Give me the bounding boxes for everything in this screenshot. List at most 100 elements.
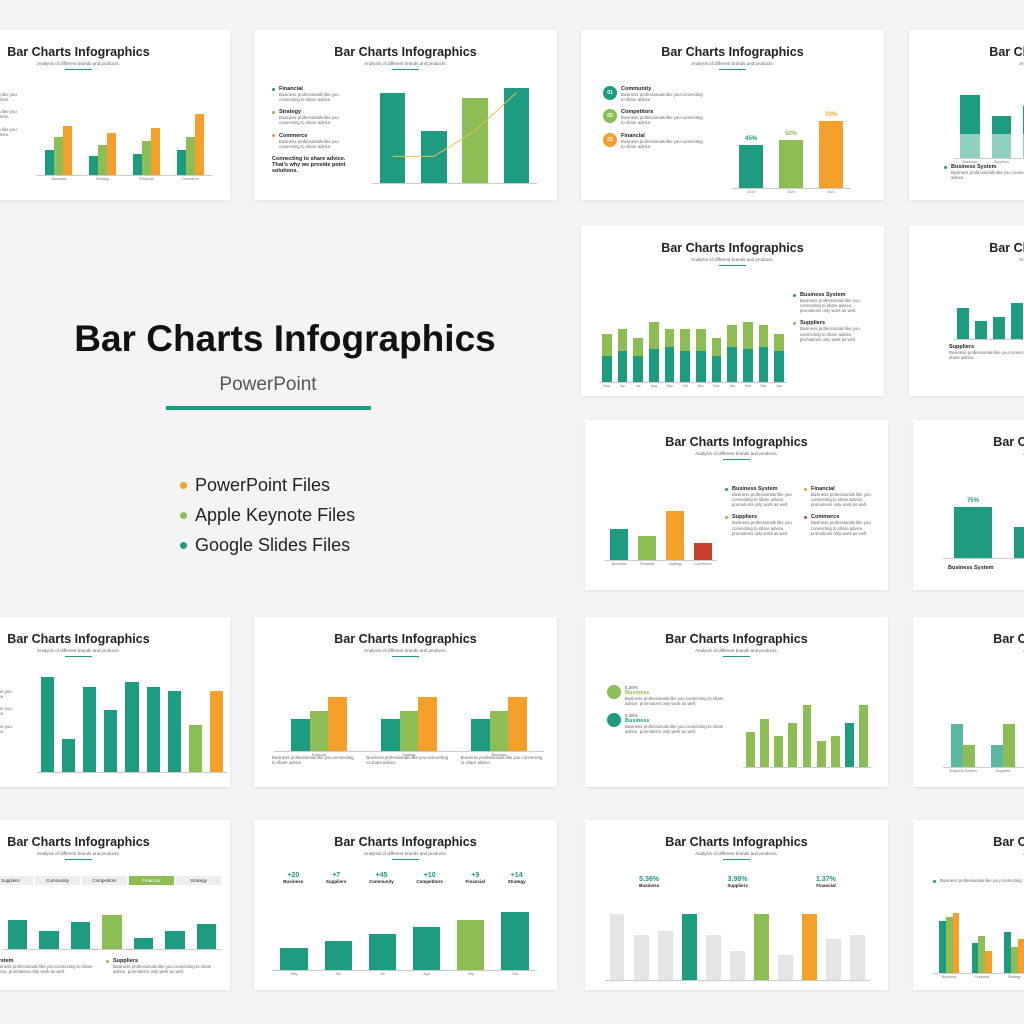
bar — [774, 333, 784, 352]
note-text: Business professionals like you connecti… — [732, 492, 792, 508]
slide-title: Bar Charts Infographics — [993, 835, 1024, 849]
note-heading: Connecting to share advice. That's why w… — [272, 155, 346, 174]
bar — [648, 322, 659, 349]
title-underline — [723, 656, 750, 658]
slide-subtitle: Analysis of different brands and product… — [1019, 61, 1024, 66]
chart: 75% 45% — [943, 490, 1024, 558]
category-label: Apr — [776, 384, 782, 388]
note-body: Strategy Business professionals like you … — [279, 109, 357, 125]
bar — [845, 723, 855, 767]
note: Suppliers Business professionals like you… — [793, 320, 871, 342]
bar — [954, 507, 992, 558]
bar — [501, 912, 529, 970]
note: 5.36% Business Business professionals like… — [607, 685, 732, 706]
bar — [816, 740, 826, 767]
notes: Suppliers Business professionals like you… — [949, 344, 1024, 360]
slide: Bar Charts Infographics Analysis of diffe… — [585, 420, 888, 590]
bar — [471, 718, 490, 751]
bar — [680, 351, 690, 382]
slide-subtitle: Analysis of different brands and product… — [695, 648, 778, 653]
category-label: May — [290, 972, 298, 976]
stat: +7 Suppliers — [326, 872, 347, 884]
category-label: Business — [611, 562, 627, 566]
bar — [788, 723, 798, 767]
note-body: Business professionals like you connecti… — [0, 109, 17, 119]
slide: Bar Charts Infographics Analysis of diffe… — [913, 820, 1024, 990]
bar — [185, 136, 195, 175]
slide: Bar Charts Infographics Analysis of diffe… — [254, 617, 557, 787]
bar — [309, 711, 329, 751]
bar — [991, 116, 1012, 134]
note: Financial Business professionals like you… — [272, 86, 357, 102]
bar — [831, 736, 840, 767]
category-label: Strategy — [668, 562, 682, 566]
tab: Community — [35, 876, 80, 885]
bar — [1014, 527, 1024, 558]
note-dot — [272, 110, 275, 114]
note-text: Business professionals like you connecti… — [279, 138, 339, 149]
bar — [657, 930, 673, 980]
stat-label: Suppliers — [727, 883, 748, 888]
bar — [328, 697, 347, 751]
note-text: Business professionals like you connecti… — [279, 92, 339, 103]
category-label: Jun — [335, 972, 342, 976]
stats-row: +20 Business +7 Suppliers +45 Community +10 Com… — [272, 872, 537, 884]
note-text: Business professionals like you connecti… — [0, 689, 12, 700]
bar — [826, 939, 842, 980]
note: Business System — [948, 565, 1024, 571]
note-text: Business professionals like you connecti… — [625, 696, 724, 707]
note: Suppliers Business professionals like you… — [725, 514, 796, 536]
notes: Business professionals like you connecti… — [0, 92, 17, 137]
chart — [2, 904, 222, 949]
note-dot — [793, 293, 796, 297]
note-heading: Suppliers — [113, 958, 139, 964]
stat-label: Financial — [816, 883, 836, 888]
note-body: Financial Business professionals like you… — [621, 133, 703, 149]
axis-line — [272, 969, 537, 970]
title-underline — [65, 859, 92, 861]
note-heading: Commerce — [811, 514, 840, 521]
category-label: Suppliers — [995, 769, 1011, 773]
note-heading: Business — [625, 718, 650, 725]
slide-title: Bar Charts Infographics — [334, 835, 477, 849]
category-label: Financial — [974, 975, 989, 979]
bar — [963, 745, 976, 767]
note-text: Business professionals like you connecti… — [811, 492, 871, 508]
note-body: Financial Business professionals like you… — [811, 486, 875, 507]
slide-title: Bar Charts Infographics — [993, 632, 1024, 646]
category-label: Sep — [467, 972, 474, 976]
note: Business professionals like you connecti… — [272, 755, 358, 765]
note-text: Business professionals like you connecti… — [621, 138, 703, 149]
notes: Business professionals like you connecti… — [272, 755, 547, 765]
bar — [379, 92, 406, 183]
note-text: Business professionals like you connecti… — [811, 520, 871, 536]
slide: Bar Charts Infographics Analysis of diffe… — [913, 617, 1024, 787]
bar — [945, 916, 953, 973]
bar — [62, 738, 76, 772]
slide-title: Bar Charts Infographics — [334, 632, 477, 646]
category-label: Business — [51, 177, 67, 181]
bar — [462, 97, 488, 183]
slide-title: Bar Charts Infographics — [334, 45, 477, 59]
bar — [601, 333, 612, 356]
bar — [98, 145, 108, 175]
slide-title: Bar Charts Infographics — [661, 45, 804, 59]
note: Commerce Business professionals like you … — [804, 514, 875, 536]
tab: Suppliers — [0, 876, 33, 885]
note-dot — [725, 515, 728, 519]
note: Business System Business professionals li… — [944, 164, 1024, 180]
note: Business professionals like you connecti… — [461, 755, 547, 765]
note: Financial Business professionals like you… — [804, 486, 875, 507]
category-label: Jan — [729, 384, 736, 388]
bar — [664, 346, 675, 382]
bar — [457, 919, 485, 970]
stat-label: Business — [639, 883, 660, 888]
stat-value: +7 — [332, 872, 341, 879]
bar — [617, 329, 628, 352]
note-text: Business professionals like you connecti… — [0, 964, 93, 975]
bar — [850, 934, 866, 980]
bar — [125, 681, 139, 772]
notes: 5.36% Business Business professionals like… — [607, 685, 732, 735]
slide: Bar Charts Infographics Analysis of diffe… — [0, 617, 230, 787]
